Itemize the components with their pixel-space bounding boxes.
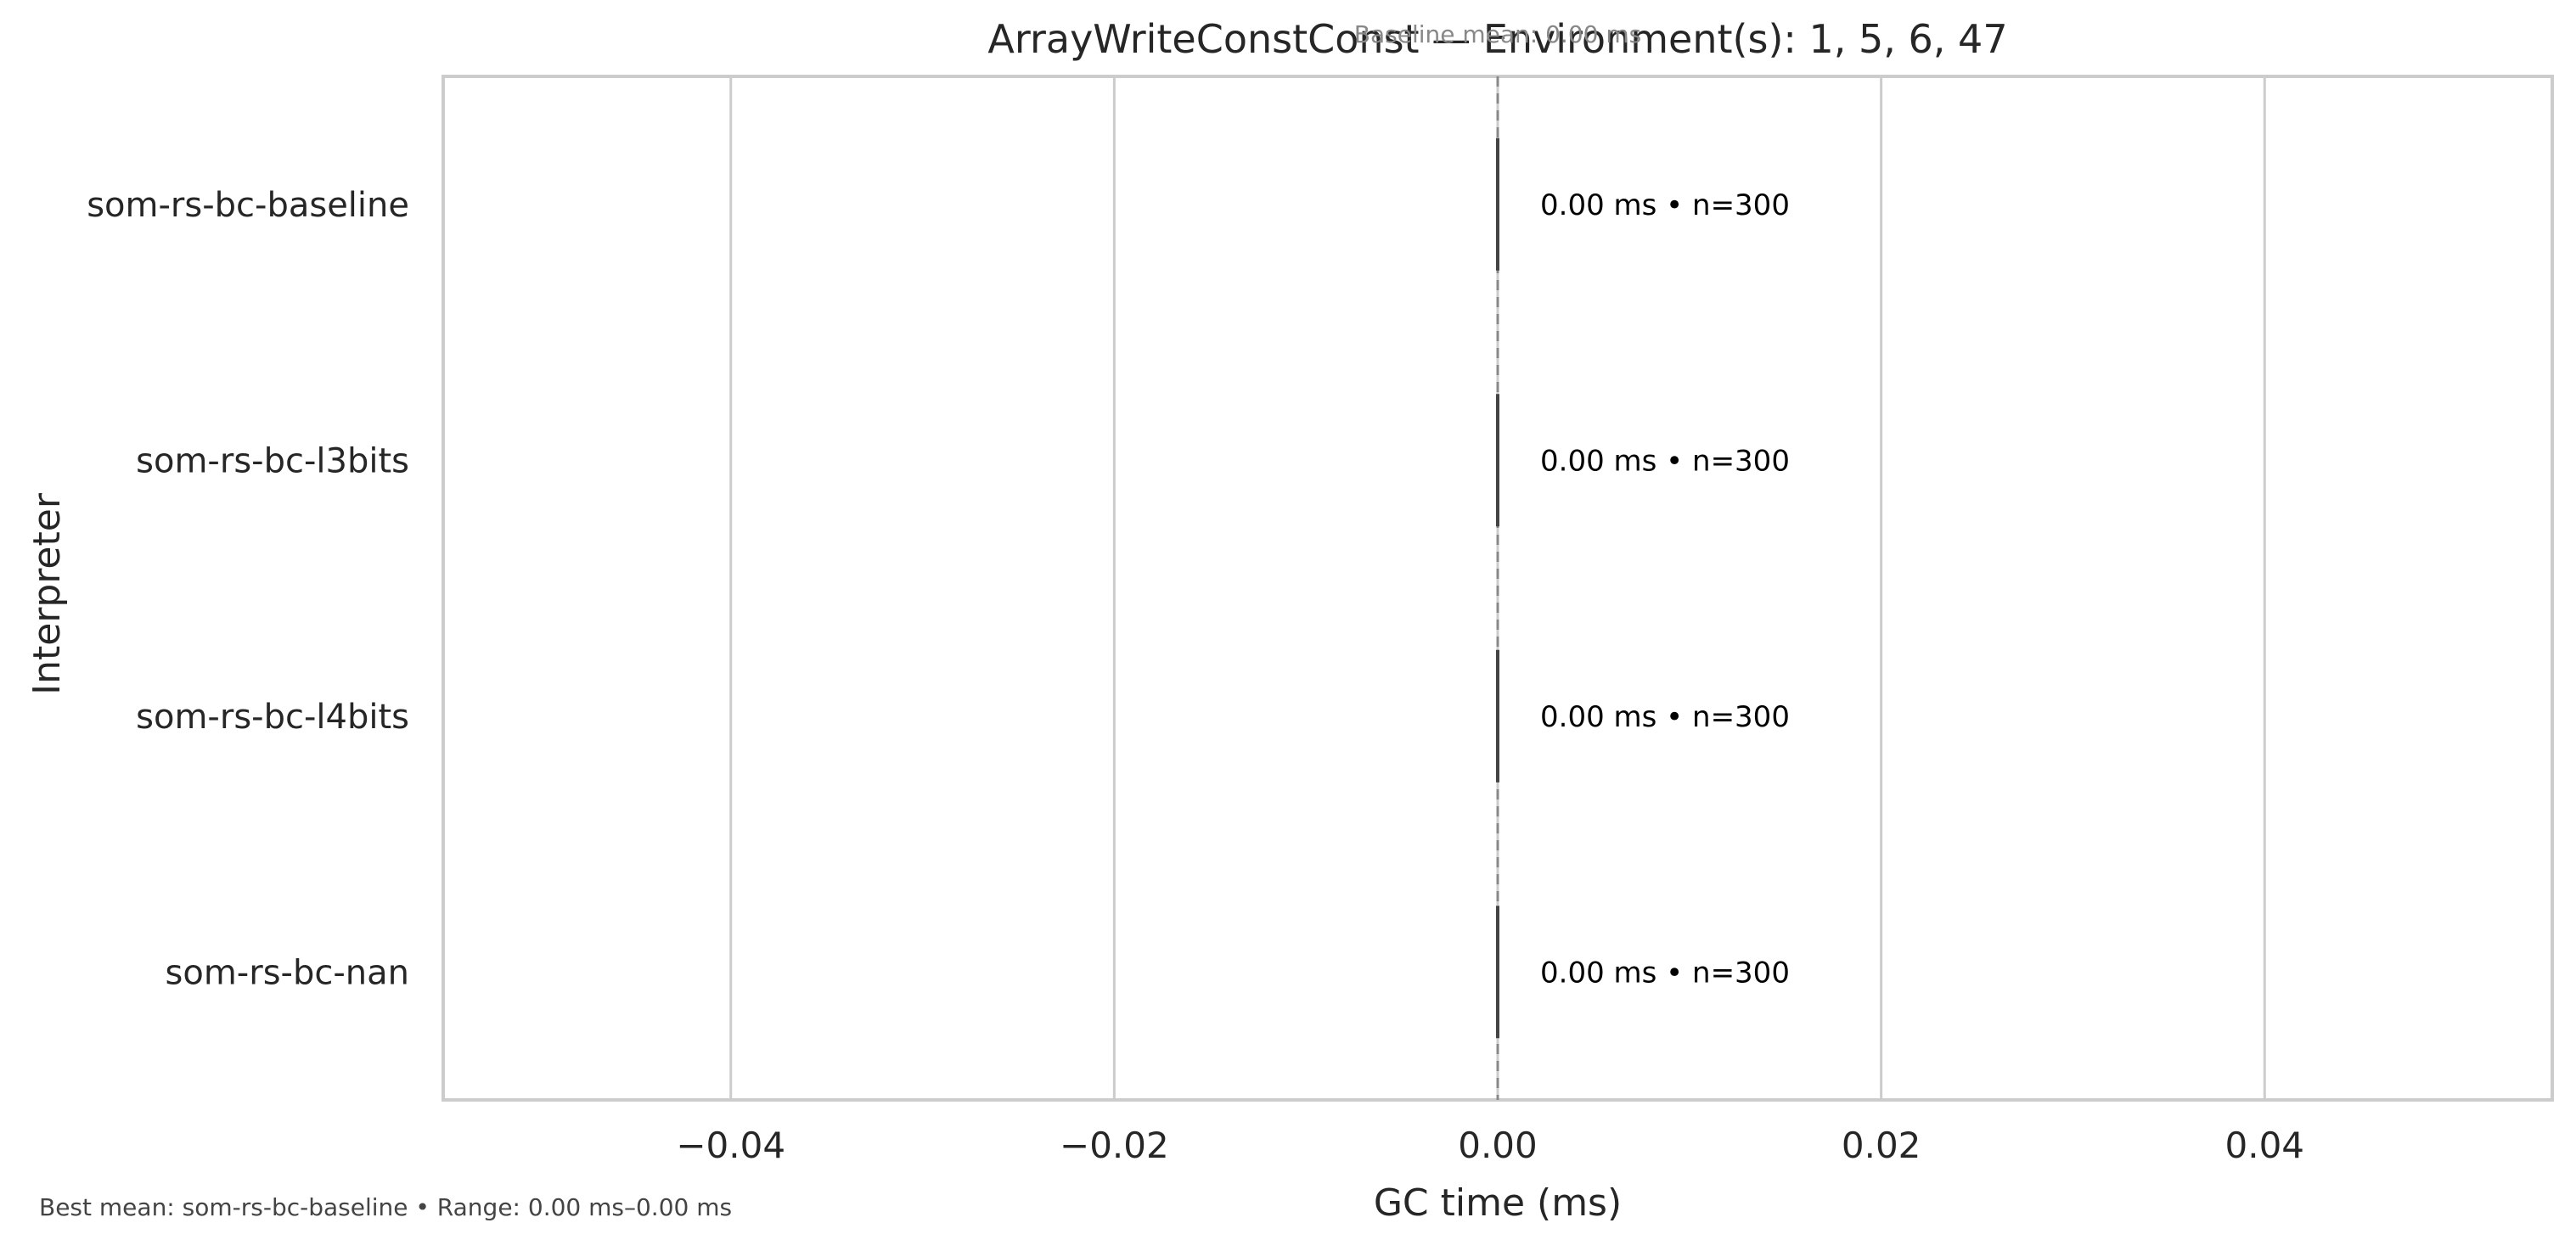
- x-tick-label: −0.04: [676, 1125, 785, 1166]
- chart-marks: 0.00 ms • n=300 0.00 ms • n=300 0.00 ms • …: [1496, 76, 1790, 1100]
- x-axis-label: GC time (ms): [1374, 1181, 1622, 1225]
- y-tick-label: som-rs-bc-l4bits: [136, 698, 409, 737]
- chart-title: ArrayWriteConstConst — Environment(s): 1…: [987, 16, 2007, 62]
- x-tick-label: 0.00: [1458, 1125, 1538, 1166]
- y-tick-label: som-rs-bc-nan: [166, 953, 409, 992]
- x-tick-label: 0.04: [2225, 1125, 2305, 1166]
- x-tick-labels: −0.04 −0.02 0.00 0.02 0.04: [676, 1125, 2304, 1166]
- y-tick-labels: som-rs-bc-baseline som-rs-bc-l3bits som-rs…: [87, 186, 409, 993]
- box-annotation: 0.00 ms • n=300: [1540, 444, 1790, 478]
- x-tick-label: 0.02: [1842, 1125, 1921, 1166]
- y-tick-label: som-rs-bc-l3bits: [136, 441, 409, 480]
- box-annotation: 0.00 ms • n=300: [1540, 956, 1790, 990]
- box-annotation: 0.00 ms • n=300: [1540, 188, 1790, 222]
- y-tick-label: som-rs-bc-baseline: [87, 186, 409, 225]
- box-annotation: 0.00 ms • n=300: [1540, 700, 1790, 734]
- summary-footnote: Best mean: som-rs-bc-baseline • Range: 0…: [39, 1193, 733, 1221]
- y-axis-label: Interpreter: [25, 492, 69, 695]
- x-tick-label: −0.02: [1060, 1125, 1169, 1166]
- baseline-label: Baseline mean: 0.00 ms: [1354, 20, 1641, 48]
